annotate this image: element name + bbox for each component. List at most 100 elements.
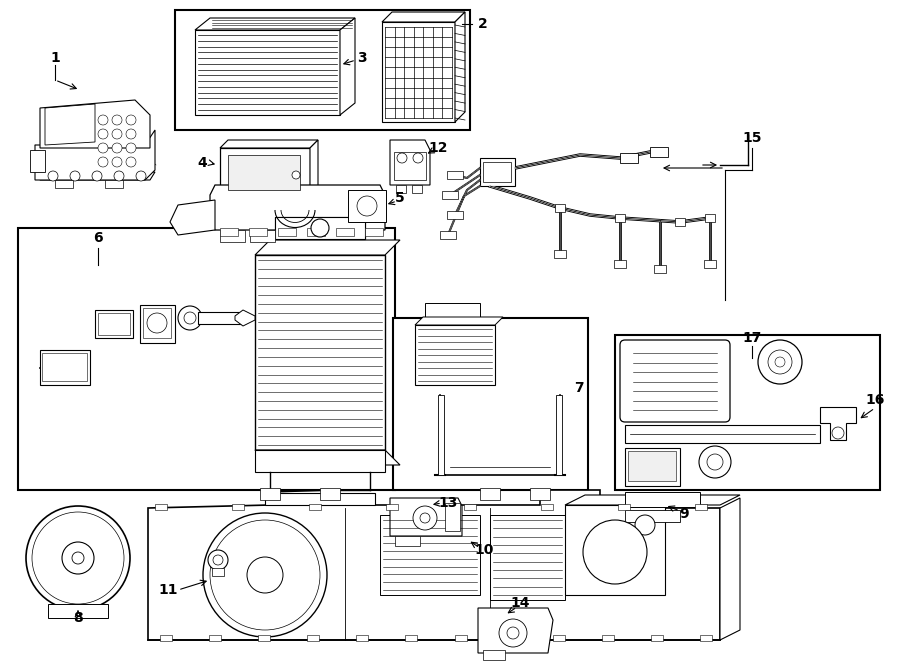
Polygon shape [210,185,385,230]
Bar [386,504,399,510]
Bar [650,147,668,157]
Polygon shape [195,18,355,30]
Circle shape [112,157,122,167]
Bar [490,515,565,600]
Bar [393,318,588,490]
Circle shape [635,515,655,535]
Circle shape [210,520,320,630]
Polygon shape [565,495,740,505]
Circle shape [507,627,519,639]
Circle shape [114,171,124,181]
Polygon shape [35,130,155,180]
Circle shape [203,513,327,637]
Bar [336,228,354,236]
Bar [396,185,406,193]
Bar [250,230,275,242]
Bar [654,265,666,273]
Bar [483,650,505,660]
Polygon shape [148,490,720,640]
Polygon shape [220,140,318,148]
Bar [625,448,680,486]
Circle shape [208,550,228,570]
Text: 3: 3 [357,51,367,65]
Polygon shape [140,305,175,343]
Bar [310,504,321,510]
Text: 7: 7 [574,381,584,395]
Bar [412,185,422,193]
Circle shape [247,557,283,593]
Bar [541,504,553,510]
Polygon shape [820,407,856,440]
Bar [220,228,238,236]
Circle shape [413,153,423,163]
Circle shape [72,552,84,564]
Bar [55,180,73,188]
Polygon shape [720,498,740,640]
Polygon shape [415,317,503,325]
Circle shape [775,357,785,367]
Bar [255,450,385,472]
Circle shape [126,129,136,139]
Polygon shape [255,240,400,255]
Bar [442,191,458,199]
Bar [483,162,511,182]
FancyBboxPatch shape [620,340,730,422]
Circle shape [92,171,102,181]
Bar [356,635,368,641]
Polygon shape [235,310,255,326]
Bar [155,504,167,510]
Bar [447,211,463,219]
Circle shape [147,313,167,333]
Bar [695,504,707,510]
Bar [625,492,700,507]
Circle shape [758,340,802,384]
Bar [620,153,638,163]
Bar [18,228,395,490]
Bar [553,635,564,641]
Polygon shape [170,200,215,235]
Bar [395,536,420,546]
Bar [260,488,280,500]
Circle shape [62,542,94,574]
Bar [602,635,614,641]
Bar [445,503,460,531]
Circle shape [311,219,329,237]
Bar [143,308,171,338]
Bar [278,228,296,236]
Text: 4: 4 [197,156,207,170]
Bar [415,325,495,385]
Bar [675,218,685,226]
Bar [555,204,565,212]
Circle shape [413,506,437,530]
Bar [530,488,550,500]
Bar [95,310,133,338]
Bar [618,504,630,510]
Circle shape [32,512,124,604]
Bar [258,635,270,641]
Circle shape [112,143,122,153]
Bar [275,217,365,239]
Bar [198,312,243,324]
Polygon shape [310,140,318,200]
Bar [480,488,500,500]
Bar [105,180,123,188]
Bar [447,171,463,179]
Circle shape [420,513,430,523]
Circle shape [98,115,108,125]
Polygon shape [40,172,155,180]
Polygon shape [382,22,455,122]
Bar [440,231,456,239]
Circle shape [768,350,792,374]
Bar [625,425,820,443]
Circle shape [70,171,80,181]
Bar [255,255,385,450]
Circle shape [397,153,407,163]
Text: 1: 1 [50,51,60,65]
Circle shape [832,427,844,439]
Bar [98,313,130,335]
Text: 13: 13 [438,496,458,510]
Polygon shape [390,498,462,536]
Bar [615,335,880,490]
Bar [625,510,680,522]
Circle shape [583,520,647,584]
